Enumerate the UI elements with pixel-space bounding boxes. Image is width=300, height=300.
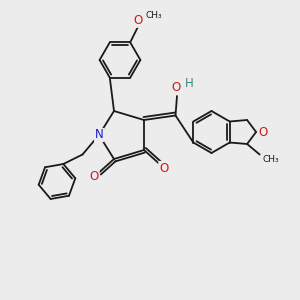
Text: N: N: [94, 128, 103, 142]
Text: O: O: [133, 14, 142, 27]
Text: CH₃: CH₃: [263, 155, 279, 164]
Text: O: O: [90, 170, 99, 184]
Text: H: H: [184, 77, 193, 90]
Text: O: O: [159, 161, 168, 175]
Text: O: O: [258, 125, 267, 139]
Text: CH₃: CH₃: [145, 11, 162, 20]
Text: O: O: [171, 81, 180, 94]
